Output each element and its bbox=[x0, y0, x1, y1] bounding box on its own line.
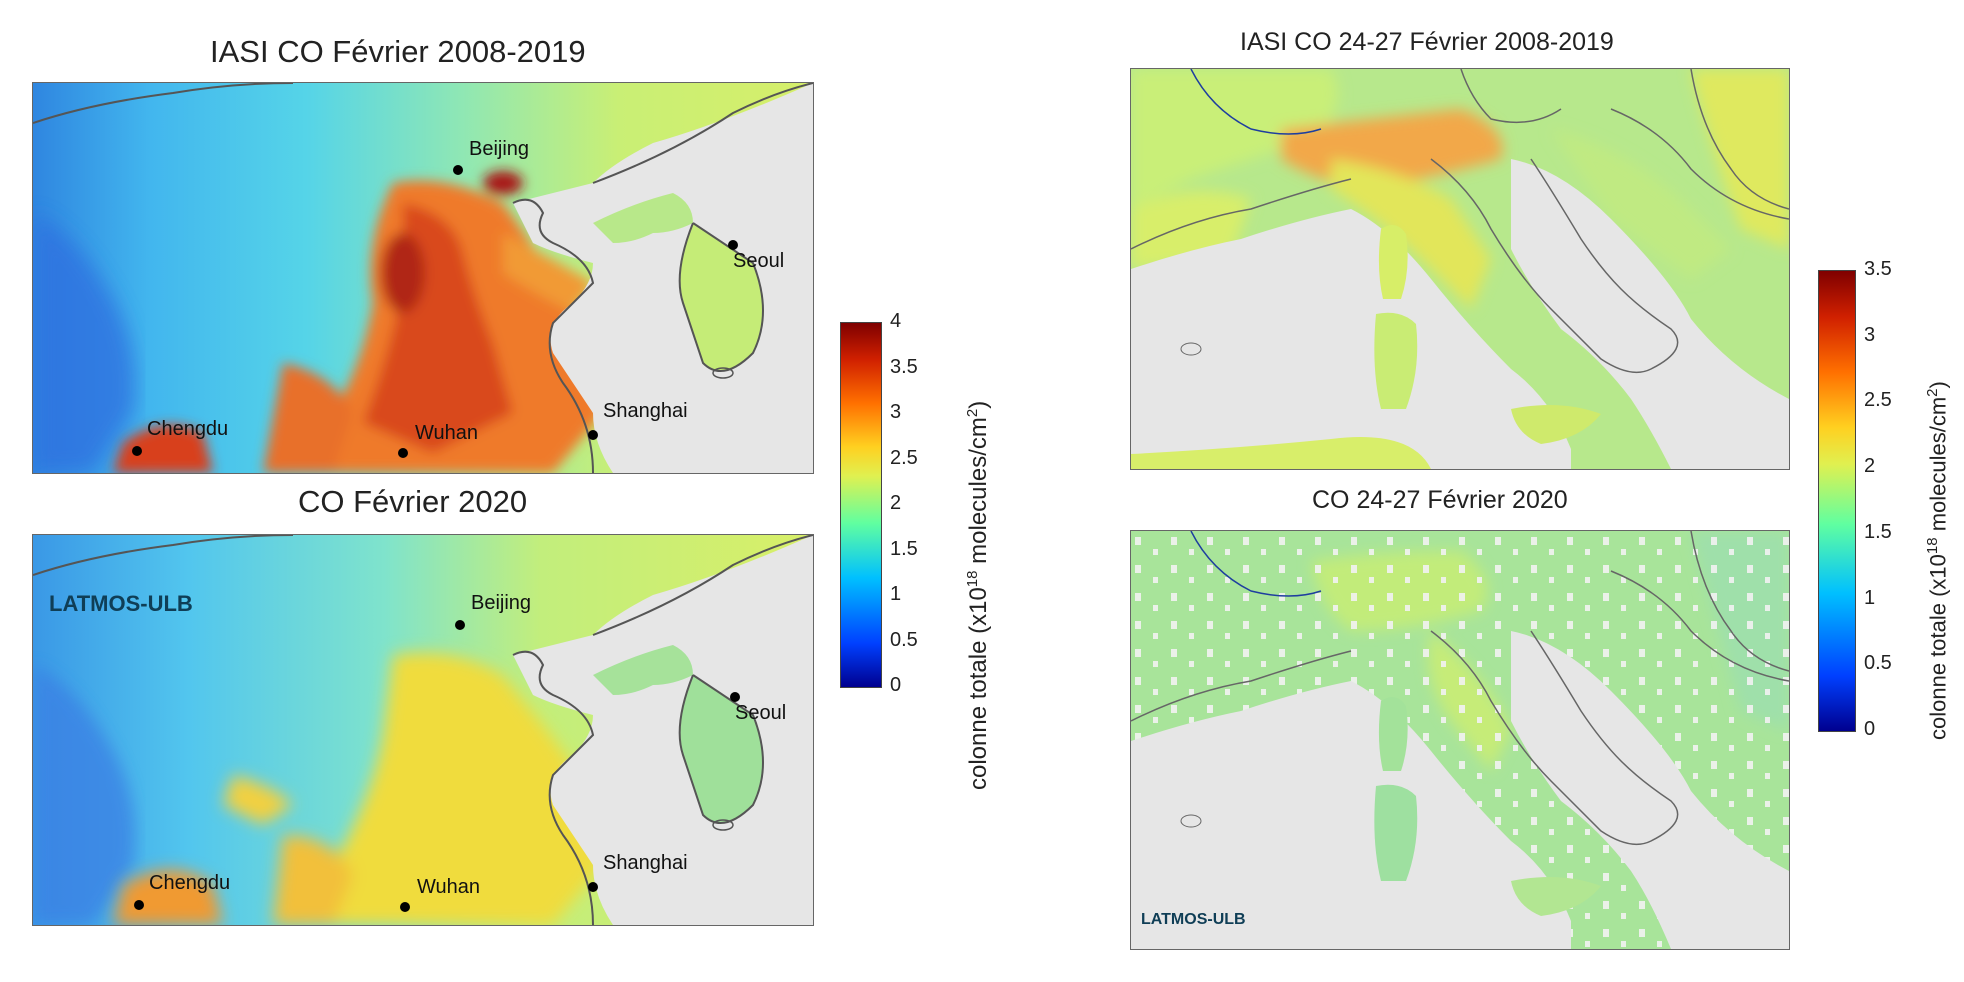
city-marker-seoul bbox=[730, 692, 740, 702]
sardinia bbox=[1374, 312, 1418, 409]
colorbar-tick-label: 4 bbox=[890, 310, 902, 332]
colorbar-tick-label: 3.5 bbox=[890, 355, 918, 378]
colorbar-left bbox=[840, 322, 882, 688]
logo-latmos-ulb: LATMOS-ULB bbox=[49, 591, 193, 616]
high-co-region bbox=[113, 171, 603, 473]
colorbar-left-label: colonne totale (x1018 molecules/cm2) bbox=[964, 400, 992, 790]
colorbar-tick-label: 2.5 bbox=[890, 446, 918, 469]
corsica bbox=[1378, 697, 1408, 771]
city-marker-shanghai bbox=[588, 882, 598, 892]
korea-land bbox=[679, 223, 763, 371]
colorbar-tick-label: 1 bbox=[890, 583, 902, 605]
colorbar-tick-label: 0.5 bbox=[1864, 652, 1892, 675]
sea-area bbox=[513, 83, 813, 473]
city-label-beijing: Beijing bbox=[469, 138, 529, 160]
border-line bbox=[33, 83, 294, 124]
low-co-region bbox=[33, 665, 135, 925]
map-italy-clim bbox=[1130, 68, 1790, 470]
map-italy-2020: LATMOS-ULB bbox=[1130, 530, 1790, 950]
city-marker-seoul bbox=[728, 240, 738, 250]
panel-title-italy-clim: IASI CO 24-27 Février 2008-2019 bbox=[1240, 28, 1614, 56]
city-label-seoul: Seoul bbox=[733, 250, 784, 272]
colorbar-tick-label: 1.5 bbox=[1864, 520, 1892, 543]
coastline bbox=[1430, 158, 1679, 374]
city-marker-shanghai bbox=[588, 430, 598, 440]
sea-area bbox=[513, 535, 813, 925]
city-marker-beijing bbox=[453, 165, 463, 175]
sicily bbox=[1511, 405, 1601, 444]
map-china-clim: Beijing Seoul Chengdu Wuhan Shanghai bbox=[32, 82, 814, 474]
city-marker-wuhan bbox=[400, 902, 410, 912]
logo-latmos-ulb: LATMOS-ULB bbox=[1141, 911, 1246, 928]
map-china-2020: Beijing Seoul Chengdu Wuhan Shanghai LAT… bbox=[32, 534, 814, 926]
border-line bbox=[1190, 531, 1322, 597]
colorbar-tick-label: 3 bbox=[890, 401, 902, 423]
city-label-shanghai: Shanghai bbox=[603, 400, 688, 422]
sea-area bbox=[1131, 681, 1571, 949]
coastline bbox=[512, 198, 595, 473]
sicily bbox=[1511, 877, 1601, 916]
city-marker-chengdu bbox=[132, 446, 142, 456]
panel-title-italy-2020: CO 24-27 Février 2020 bbox=[1312, 486, 1568, 514]
city-marker-wuhan bbox=[398, 448, 408, 458]
city-label-wuhan: Wuhan bbox=[417, 876, 480, 898]
corsica bbox=[1378, 225, 1408, 299]
colorbar-tick-label: 2 bbox=[1864, 455, 1876, 478]
border-line bbox=[33, 535, 294, 576]
colorbar-tick-label: 3 bbox=[1864, 323, 1876, 346]
coastline bbox=[512, 650, 595, 925]
city-label-seoul: Seoul bbox=[735, 702, 786, 724]
city-label-chengdu: Chengdu bbox=[149, 872, 230, 894]
coastline bbox=[1430, 630, 1679, 846]
city-label-beijing: Beijing bbox=[471, 592, 531, 614]
colorbar-right-label: colonne totale (x1018 molecules/cm2) bbox=[1924, 381, 1951, 740]
colorbar-tick-label: 0 bbox=[890, 674, 902, 696]
low-co-region bbox=[33, 213, 135, 473]
colorbar-tick-label: 0.5 bbox=[890, 628, 918, 651]
colorbar-tick-label: 0 bbox=[1864, 718, 1876, 740]
panel-title-china-2020: CO Février 2020 bbox=[298, 484, 528, 519]
city-label-wuhan: Wuhan bbox=[415, 422, 478, 444]
sea-area bbox=[1131, 209, 1571, 469]
panel-title-china-clim: IASI CO Février 2008-2019 bbox=[210, 34, 586, 69]
colorbar-tick-label: 1 bbox=[1864, 586, 1876, 609]
city-label-chengdu: Chengdu bbox=[147, 418, 228, 440]
city-marker-chengdu bbox=[134, 900, 144, 910]
colorbar-tick-label: 3.5 bbox=[1864, 258, 1892, 280]
colorbar-tick-label: 2.5 bbox=[1864, 389, 1892, 412]
colorbar-tick-label: 1.5 bbox=[890, 537, 918, 560]
sardinia bbox=[1374, 784, 1418, 881]
moderate-co-region bbox=[113, 652, 603, 925]
colorbar-right bbox=[1818, 270, 1856, 732]
city-label-shanghai: Shanghai bbox=[603, 852, 688, 874]
colorbar-tick-label: 2 bbox=[890, 492, 902, 514]
korea-land bbox=[679, 675, 763, 823]
border-line bbox=[1190, 69, 1322, 135]
city-marker-beijing bbox=[455, 620, 465, 630]
